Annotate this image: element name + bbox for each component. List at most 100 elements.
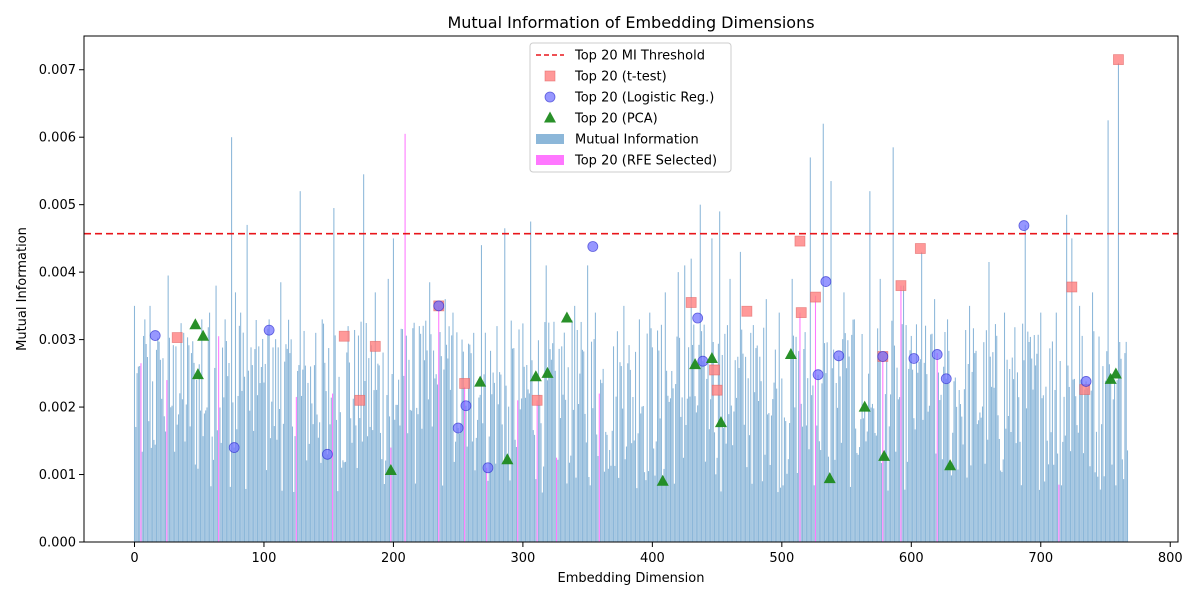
mi-bar xyxy=(493,382,495,542)
mi-bar xyxy=(143,335,145,542)
mi-bar xyxy=(544,322,546,542)
mi-bar xyxy=(214,367,216,542)
mi-bar xyxy=(229,486,231,542)
mi-bar xyxy=(193,362,195,542)
mi-bar xyxy=(866,431,868,542)
mi-bar xyxy=(694,396,696,542)
mi-bar xyxy=(146,357,148,542)
mi-bar xyxy=(817,374,819,542)
mi-bar xyxy=(934,299,936,542)
pca-marker xyxy=(541,366,554,378)
mi-bar xyxy=(546,380,549,542)
ttest-marker xyxy=(914,243,926,254)
mi-bar xyxy=(436,384,438,542)
mi-bar xyxy=(691,344,694,542)
mi-bar xyxy=(667,395,669,542)
mi-bar xyxy=(821,383,823,542)
mi-bar xyxy=(851,334,853,542)
logistic-marker xyxy=(908,353,920,364)
mi-bar xyxy=(300,395,303,542)
mi-bar xyxy=(1032,389,1034,542)
mi-bar xyxy=(1007,415,1009,542)
mi-bar xyxy=(735,397,738,542)
mi-bar xyxy=(987,439,989,542)
mi-bar xyxy=(190,353,192,542)
mi-bar xyxy=(1121,459,1123,542)
mi-bar xyxy=(237,395,239,542)
mi-bar xyxy=(183,332,185,542)
mi-bar xyxy=(1024,224,1026,542)
mi-bar xyxy=(764,454,766,542)
mi-bar xyxy=(1037,334,1039,542)
mi-bar xyxy=(501,424,503,542)
mi-bar xyxy=(253,430,255,542)
mi-bar xyxy=(360,321,362,542)
mi-bar xyxy=(715,474,717,542)
mi-bar xyxy=(944,332,946,542)
rfe-bar xyxy=(295,396,297,542)
logistic-marker xyxy=(460,400,472,412)
mi-bar xyxy=(1045,386,1047,542)
mi-bar xyxy=(346,352,348,542)
ttest-marker xyxy=(459,378,471,389)
mi-bar xyxy=(940,394,942,542)
mi-bar xyxy=(165,431,167,542)
rfe-bar xyxy=(900,285,902,542)
mi-bar xyxy=(878,359,880,542)
mi-bar xyxy=(421,428,423,542)
logistic-marker xyxy=(263,324,275,336)
mi-bar xyxy=(223,397,225,542)
mi-bar xyxy=(625,446,627,542)
mi-bar xyxy=(1075,396,1077,542)
y-tick-label: 0.004 xyxy=(39,266,76,281)
rfe-bar xyxy=(486,467,488,542)
logistic-marker xyxy=(482,462,494,474)
mi-bar xyxy=(425,320,427,542)
mi-bar xyxy=(941,459,943,542)
pca-marker xyxy=(944,459,957,471)
mi-bar xyxy=(919,359,921,542)
mi-bar xyxy=(1093,331,1095,542)
mi-bar xyxy=(834,459,836,542)
mi-bar xyxy=(645,480,647,542)
mi-bar xyxy=(1059,361,1061,542)
mi-bar xyxy=(576,329,578,542)
mi-bar xyxy=(426,350,428,542)
mi-bar xyxy=(693,324,695,542)
mi-bar xyxy=(313,365,315,542)
mi-bar xyxy=(642,405,644,542)
mi-bar xyxy=(273,426,275,542)
mi-bar xyxy=(809,157,811,542)
mi-bar xyxy=(407,433,409,542)
mi-bar xyxy=(198,364,200,542)
mi-bar xyxy=(816,425,818,542)
mi-bar xyxy=(359,418,361,542)
mi-bar xyxy=(1054,389,1056,542)
mi-bar xyxy=(474,470,476,542)
mi-bar xyxy=(264,363,266,542)
mi-bar xyxy=(1071,238,1073,542)
mi-bar xyxy=(734,360,736,542)
mi-bar xyxy=(615,396,617,542)
y-tick-label: 0.000 xyxy=(39,536,76,551)
mi-bar xyxy=(368,358,370,542)
mi-bar xyxy=(623,305,625,542)
logistic-marker xyxy=(697,355,709,367)
y-tick-label: 0.007 xyxy=(39,63,76,78)
mi-bar xyxy=(176,424,178,542)
rfe-bar xyxy=(556,457,558,542)
mi-bar xyxy=(637,433,639,542)
mi-bar xyxy=(401,329,404,542)
mi-bar xyxy=(545,265,547,542)
mi-bar xyxy=(947,319,949,542)
mi-bar xyxy=(1108,364,1110,542)
mi-bar xyxy=(1086,388,1088,542)
ttest-marker xyxy=(795,307,807,319)
mi-bar xyxy=(818,441,820,542)
mi-bar xyxy=(433,350,435,542)
mi-bar xyxy=(868,373,870,542)
mi-bar xyxy=(622,408,624,542)
logistic-marker xyxy=(877,351,889,362)
logistic-marker xyxy=(149,330,161,341)
mi-bar xyxy=(729,278,731,542)
